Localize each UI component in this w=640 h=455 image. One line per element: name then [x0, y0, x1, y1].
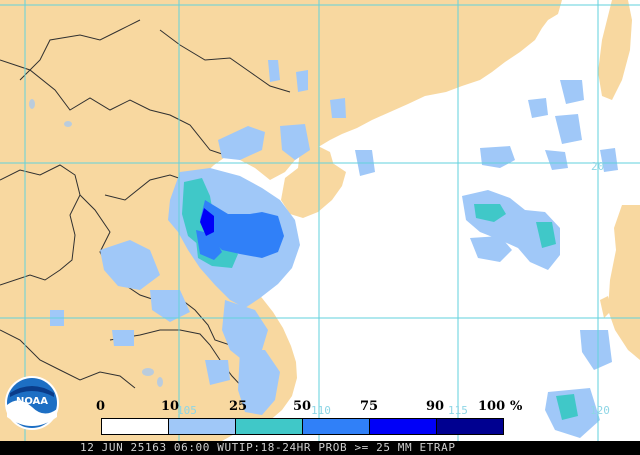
noaa-logo-icon: NOAA — [5, 376, 59, 430]
grid-label-lon-115: 115 — [448, 404, 468, 417]
legend-swatch-0-10 — [102, 419, 168, 434]
legend-color-bar — [101, 418, 504, 435]
grid-label-lon-120: 120 — [590, 404, 610, 417]
legend-tick-percent: % — [510, 399, 523, 414]
legend-swatch-10-25 — [168, 419, 235, 434]
legend-swatch-90-100 — [436, 419, 503, 434]
legend-tick-75: 75 — [360, 399, 379, 414]
legend-tick-50: 50 — [293, 399, 312, 414]
legend-swatch-50-75 — [302, 419, 369, 434]
legend-tick-0: 0 — [96, 399, 106, 414]
logo-text: NOAA — [16, 396, 48, 407]
grid-label-lon-110: 110 — [311, 404, 331, 417]
legend-tick-100: 100 — [478, 399, 506, 414]
grid-label-lon-105: 105 — [177, 404, 197, 417]
grid-label-lat-20: 20 — [591, 160, 605, 173]
legend-tick-25: 25 — [229, 399, 248, 414]
legend-swatch-75-90 — [369, 419, 436, 434]
legend-swatch-25-50 — [235, 419, 302, 434]
land-luzon — [608, 205, 640, 360]
probability-shading — [50, 60, 618, 438]
footer-caption: 12 JUN 25163 06:00 WUTIP:18-24HR PROB >=… — [0, 441, 640, 455]
lat-lon-grid — [0, 0, 640, 441]
land-hainan — [281, 164, 346, 218]
legend-tick-10: 10 — [161, 399, 180, 414]
land-taiwan — [598, 0, 632, 100]
land-mainland — [0, 0, 562, 441]
legend-tick-90: 90 — [426, 399, 445, 414]
